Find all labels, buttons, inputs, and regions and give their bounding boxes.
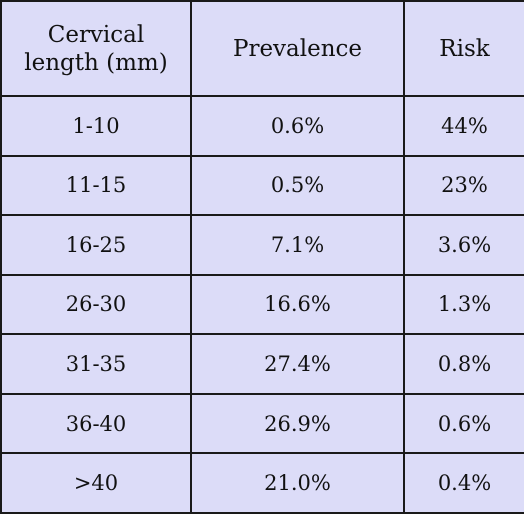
cell-prevalence: 7.1% [190, 214, 405, 276]
header-prevalence: Prevalence [190, 0, 405, 97]
table-row: 11-15 0.5% 23% [0, 154, 524, 217]
cell-risk: 23% [403, 154, 524, 217]
cell-cervical-length: 16-25 [0, 214, 192, 276]
table-row: 36-40 26.9% 0.6% [0, 392, 524, 455]
cell-cervical-length: 36-40 [0, 392, 192, 455]
header-cervical-line2: length (mm) [24, 49, 168, 76]
cell-cervical-length: 26-30 [0, 273, 192, 336]
cell-risk: 0.4% [403, 452, 524, 514]
cell-risk: 3.6% [403, 214, 524, 276]
cell-prevalence: 0.6% [190, 95, 405, 157]
cell-cervical-length: 11-15 [0, 154, 192, 217]
cell-prevalence: 26.9% [190, 392, 405, 455]
cell-risk: 0.6% [403, 392, 524, 455]
table-row: 26-30 16.6% 1.3% [0, 273, 524, 336]
header-risk: Risk [403, 0, 524, 97]
header-cervical-line1: Cervical [47, 21, 145, 48]
table-row: 1-10 0.6% 44% [0, 95, 524, 157]
cell-cervical-length: >40 [0, 452, 192, 514]
cell-prevalence: 21.0% [190, 452, 405, 514]
table-row: >40 21.0% 0.4% [0, 452, 524, 514]
table-row: 31-35 27.4% 0.8% [0, 333, 524, 395]
table-header-row: Cervical length (mm) Prevalence Risk [0, 0, 524, 97]
cell-cervical-length: 31-35 [0, 333, 192, 395]
cell-prevalence: 0.5% [190, 154, 405, 217]
cell-risk: 1.3% [403, 273, 524, 336]
cell-prevalence: 27.4% [190, 333, 405, 395]
table-row: 16-25 7.1% 3.6% [0, 214, 524, 276]
cell-risk: 0.8% [403, 333, 524, 395]
cell-prevalence: 16.6% [190, 273, 405, 336]
cell-risk: 44% [403, 95, 524, 157]
cell-cervical-length: 1-10 [0, 95, 192, 157]
header-cervical-length: Cervical length (mm) [0, 0, 192, 97]
